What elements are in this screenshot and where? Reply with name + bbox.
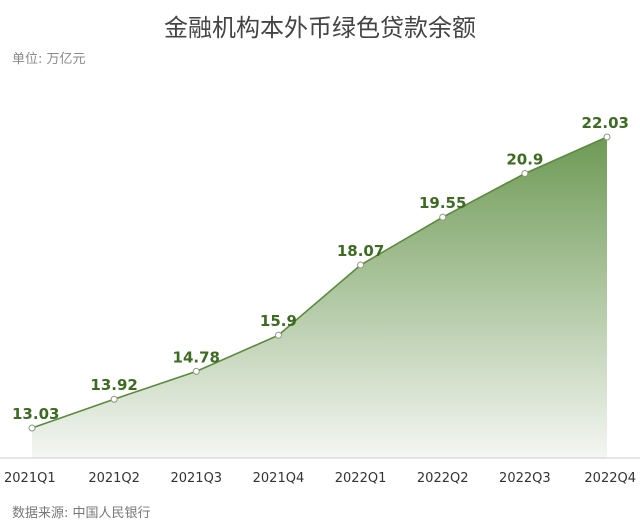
x-tick-label: 2021Q1 — [4, 471, 56, 486]
x-tick-label: 2021Q2 — [88, 471, 140, 486]
data-label: 18.07 — [337, 242, 384, 260]
data-point — [28, 424, 36, 432]
data-label: 14.78 — [173, 348, 220, 366]
x-tick-label: 2021Q3 — [170, 471, 222, 486]
source-note: 数据来源: 中国人民银行 — [12, 506, 151, 521]
x-tick-label: 2022Q1 — [335, 471, 387, 486]
chart-title: 金融机构本外币绿色贷款余额 — [164, 14, 476, 42]
data-point — [192, 367, 200, 375]
data-point — [274, 331, 282, 339]
data-point — [439, 213, 447, 221]
area-fill — [32, 137, 607, 458]
data-label: 13.03 — [12, 405, 59, 423]
data-label: 20.9 — [506, 151, 543, 169]
data-point — [110, 395, 118, 403]
data-label: 13.92 — [90, 376, 137, 394]
data-point — [521, 170, 529, 178]
data-label: 22.03 — [582, 114, 629, 132]
series-line — [31, 136, 608, 429]
x-tick-label: 2021Q4 — [253, 471, 305, 486]
data-label: 19.55 — [419, 194, 466, 212]
data-label: 15.9 — [260, 312, 297, 330]
x-tick-label: 2022Q3 — [499, 471, 551, 486]
data-point — [603, 133, 611, 141]
data-point — [357, 261, 365, 269]
x-tick-label: 2022Q2 — [417, 471, 469, 486]
unit-label: 单位: 万亿元 — [12, 52, 86, 67]
x-tick-label: 2022Q4 — [584, 471, 636, 486]
